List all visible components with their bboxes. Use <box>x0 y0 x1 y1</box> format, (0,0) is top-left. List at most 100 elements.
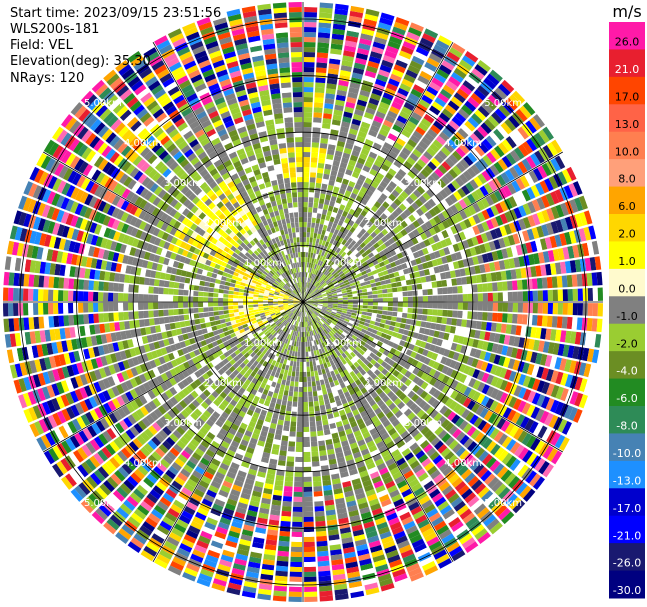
velocity-gate <box>420 372 429 381</box>
velocity-gate <box>489 164 500 176</box>
velocity-gate <box>351 290 358 294</box>
velocity-gate <box>444 358 453 367</box>
velocity-gate <box>311 285 315 290</box>
velocity-gate <box>393 96 405 106</box>
velocity-gate <box>392 369 400 378</box>
velocity-gate <box>597 287 603 301</box>
velocity-gate <box>351 171 360 179</box>
velocity-gate <box>418 140 429 150</box>
velocity-gate <box>544 178 554 192</box>
velocity-gate <box>392 26 406 36</box>
velocity-gate <box>425 275 432 282</box>
velocity-gate <box>313 269 318 275</box>
velocity-gate <box>437 178 447 189</box>
velocity-gate <box>303 122 312 128</box>
velocity-gate <box>526 314 533 326</box>
velocity-gate <box>458 395 468 405</box>
velocity-gate <box>366 258 373 265</box>
velocity-gate <box>536 380 546 393</box>
velocity-gate <box>374 78 387 87</box>
velocity-gate <box>383 119 394 128</box>
velocity-gate <box>465 411 475 422</box>
velocity-gate <box>361 285 367 290</box>
velocity-gate <box>289 431 296 437</box>
velocity-gate <box>342 178 350 186</box>
velocity-gate <box>418 122 429 132</box>
velocity-gate <box>296 361 300 367</box>
velocity-gate <box>312 286 317 291</box>
velocity-gate <box>466 167 477 178</box>
velocity-gate <box>410 351 417 359</box>
velocity-gate <box>469 414 479 425</box>
velocity-gate <box>574 213 583 228</box>
velocity-gate <box>312 386 317 392</box>
velocity-gate <box>513 427 524 441</box>
velocity-gate <box>486 151 497 164</box>
velocity-gate <box>485 398 495 409</box>
velocity-gate <box>472 284 478 293</box>
velocity-gate <box>459 268 466 277</box>
velocity-gate <box>354 57 367 66</box>
velocity-gate <box>347 258 354 265</box>
velocity-gate <box>441 209 450 219</box>
velocity-gate <box>415 79 428 90</box>
velocity-gate <box>303 506 314 512</box>
velocity-gate <box>489 400 499 412</box>
velocity-gate <box>529 473 541 487</box>
velocity-gate <box>534 132 546 146</box>
velocity-gate <box>493 333 501 343</box>
velocity-gate <box>512 359 521 371</box>
velocity-gate <box>326 308 332 312</box>
velocity-gate <box>506 182 517 195</box>
velocity-gate <box>472 379 481 390</box>
velocity-gate <box>466 356 474 366</box>
velocity-gate <box>474 330 481 339</box>
velocity-gate <box>480 395 490 407</box>
velocity-gate <box>347 91 358 99</box>
velocity-gate <box>489 262 496 272</box>
velocity-gate <box>313 197 320 204</box>
velocity-gate <box>454 212 464 222</box>
velocity-gate <box>290 556 302 562</box>
velocity-gate <box>419 241 427 249</box>
velocity-gate <box>399 323 406 329</box>
velocity-gate <box>586 318 593 332</box>
velocity-gate <box>362 245 369 252</box>
velocity-gate <box>347 296 353 300</box>
velocity-gate <box>303 541 315 547</box>
velocity-gate <box>319 279 325 285</box>
velocity-gate <box>439 405 449 415</box>
velocity-gate <box>567 245 575 259</box>
velocity-gate <box>377 271 384 277</box>
velocity-gate <box>284 481 293 487</box>
velocity-gate <box>290 546 303 552</box>
velocity-gate <box>313 365 318 372</box>
velocity-gate <box>301 336 303 342</box>
velocity-gate <box>564 374 574 388</box>
velocity-gate <box>309 187 315 193</box>
velocity-gate <box>336 291 343 295</box>
velocity-gate <box>371 46 384 55</box>
velocity-gate <box>384 233 392 240</box>
velocity-gate <box>508 196 518 208</box>
velocity-gate <box>508 222 517 234</box>
velocity-gate <box>304 561 316 567</box>
velocity-gate <box>371 313 378 318</box>
velocity-gate <box>312 212 317 218</box>
velocity-gate <box>320 311 326 315</box>
velocity-gate <box>313 395 319 402</box>
velocity-gate <box>337 293 343 297</box>
velocity-gate <box>416 283 423 290</box>
velocity-gate <box>349 82 361 90</box>
velocity-gate <box>574 259 582 273</box>
velocity-gate <box>362 23 376 32</box>
velocity-gate <box>435 241 443 250</box>
velocity-gate <box>332 280 338 285</box>
velocity-gate <box>511 280 518 291</box>
velocity-gate <box>497 142 509 155</box>
velocity-gate <box>336 268 342 274</box>
velocity-gate <box>471 113 483 125</box>
velocity-gate <box>400 367 408 376</box>
velocity-gate <box>295 366 300 372</box>
velocity-gate <box>389 249 397 257</box>
